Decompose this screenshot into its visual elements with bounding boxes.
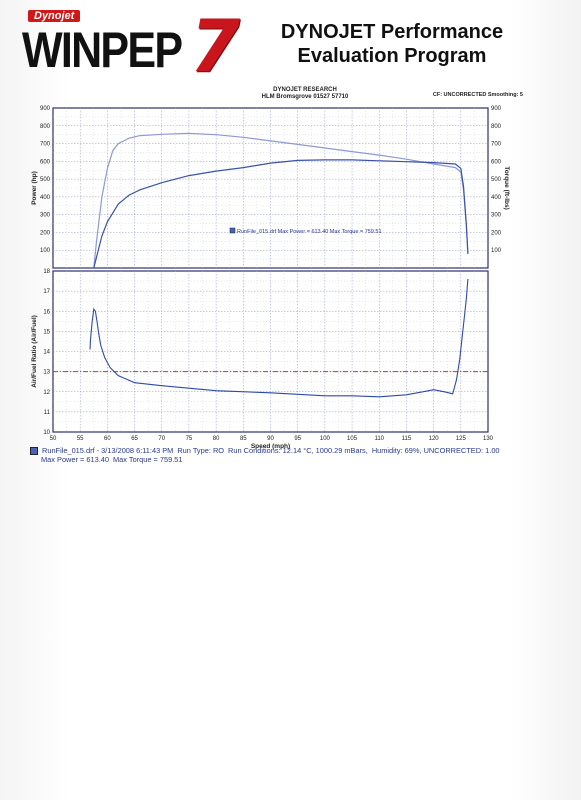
power-y-tick-label: 700 [40, 142, 51, 148]
torque-series-line [93, 132, 469, 269]
winpep-logo-number: 7 [190, 4, 241, 88]
run-conditions-label: Run Conditions: 12.14 °C, 1000.29 mBars, [228, 446, 368, 455]
dynojet-brand-tag: Dynojet [28, 10, 81, 22]
winpep-logo: Dynojet WINPEP 7 [22, 10, 240, 82]
correction-factor-label: CF: UNCORRECTED Smoothing: 5 [432, 92, 523, 98]
afr-y-tick-label: 13 [43, 370, 50, 376]
afr-y-tick-label: 16 [43, 309, 50, 315]
speed-x-tick-label: 55 [77, 436, 84, 442]
torque-y-tick-label: 700 [491, 142, 502, 148]
torque-axis-title: Torque (ft-lbs) [503, 166, 510, 210]
speed-x-tick-label: 75 [186, 436, 193, 442]
torque-y-tick-label: 400 [491, 195, 502, 201]
power-legend-swatch [229, 227, 236, 234]
speed-x-tick-label: 65 [131, 436, 138, 442]
afr-y-tick-label: 12 [43, 390, 50, 396]
program-title-line1: DYNOJET Performance [280, 21, 504, 43]
torque-y-tick-label: 200 [491, 230, 502, 236]
power-legend-label: RunFile_015.drf Max Power = 613.40 Max T… [237, 229, 382, 235]
run-file-label: RunFile_015.drf - 3/13/2008 6:11:43 PM [42, 446, 174, 455]
power-series-line [93, 159, 469, 269]
speed-x-tick-label: 95 [294, 436, 301, 442]
program-title-line2: Evaluation Program [297, 45, 487, 67]
power-y-tick-label: 900 [40, 106, 51, 112]
speed-x-tick-label: 85 [240, 436, 247, 442]
winpep-logo-text: WINPEP [22, 22, 183, 78]
afr-y-tick-label: 11 [44, 410, 51, 416]
run-legend-swatch [30, 447, 38, 456]
torque-y-tick-label: 500 [491, 177, 502, 183]
torque-y-tick-label: 800 [491, 124, 502, 130]
speed-x-tick-label: 110 [374, 436, 384, 442]
program-title: DYNOJET Performance Evaluation Program [242, 20, 542, 68]
speed-x-tick-label: 60 [104, 436, 111, 442]
speed-x-tick-label: 80 [213, 436, 220, 442]
power-y-tick-label: 500 [40, 177, 51, 183]
power-y-tick-label: 200 [40, 230, 51, 236]
afr-axis-title: Air/Fuel Ratio (Air/Fuel) [31, 315, 38, 388]
speed-x-tick-label: 125 [456, 436, 467, 442]
power-axis-title: Power (hp) [31, 171, 38, 205]
speed-x-tick-label: 115 [402, 436, 412, 442]
power-y-tick-label: 600 [40, 159, 51, 165]
speed-x-tick-label: 130 [483, 436, 494, 442]
speed-x-tick-label: 120 [429, 436, 440, 442]
afr-series-line [89, 278, 469, 398]
power-y-tick-label: 400 [40, 195, 51, 201]
power-y-tick-label: 800 [40, 124, 51, 130]
speed-x-tick-label: 50 [50, 436, 57, 442]
afr-y-tick-label: 15 [43, 329, 50, 335]
run-footer: RunFile_015.drf - 3/13/2008 6:11:43 PM Ru… [30, 446, 550, 464]
speed-x-tick-label: 105 [347, 436, 358, 442]
max-torque-label: Max Torque = 759.51 [113, 455, 183, 465]
report-org-block: DYNOJET RESEARCH HLM Bromsgrove 01527 57… [200, 87, 410, 101]
afr-y-tick-label: 18 [43, 269, 50, 275]
power-y-tick-label: 100 [40, 248, 51, 254]
torque-y-tick-label: 100 [491, 248, 502, 254]
max-power-label: Max Power = 613.40 [41, 455, 109, 465]
torque-y-tick-label: 900 [491, 106, 502, 112]
report-location: HLM Bromsgrove 01527 57710 [261, 94, 349, 100]
afr-y-tick-label: 17 [43, 289, 50, 295]
speed-axis-title: Speed (mph) [251, 443, 290, 450]
torque-y-tick-label: 600 [491, 159, 502, 165]
power-y-tick-label: 300 [40, 213, 51, 219]
report-org: DYNOJET RESEARCH [273, 87, 337, 93]
afr-y-tick-label: 14 [43, 350, 50, 356]
speed-x-tick-label: 90 [267, 436, 274, 442]
humidity-label: Humidity: 69%, UNCORRECTED: 1.00 [371, 446, 500, 455]
speed-x-tick-label: 100 [320, 436, 331, 442]
run-type-label: Run Type: RO [177, 446, 225, 455]
speed-x-tick-label: 70 [158, 436, 165, 442]
afr-y-tick-label: 10 [43, 430, 50, 436]
torque-y-tick-label: 300 [491, 213, 502, 219]
